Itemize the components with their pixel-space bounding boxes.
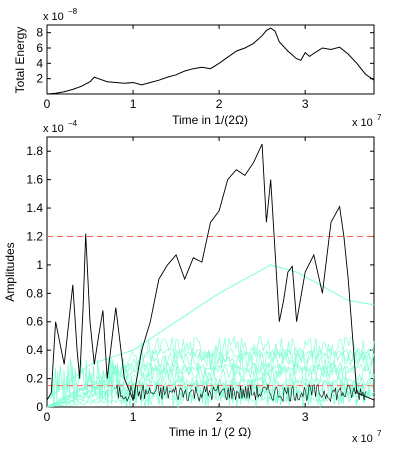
amplitudes-y-exponent-power: −4 xyxy=(68,119,78,128)
energy-x-exponent-base: x 10 xyxy=(352,117,373,129)
amplitudes-panel: 0 1 2 3 0 0.2 0.4 0.6 0.8 1 1.2 1.4 1.6 1.8 Amplitude… xyxy=(3,119,382,445)
background-spikes xyxy=(50,357,371,408)
cyan-series-line xyxy=(46,264,375,401)
amplitudes-y-exponent-base: x 10 xyxy=(43,123,64,135)
energy-x-tick-label: 0 xyxy=(44,97,51,111)
energy-series-line xyxy=(46,27,375,95)
energy-y-axis-label: Total Energy xyxy=(13,27,27,94)
energy-x-exponent-power: 7 xyxy=(377,113,382,122)
black-series-line xyxy=(46,143,375,402)
energy-y-exponent-base: x 10 xyxy=(43,11,64,23)
amplitudes-series xyxy=(46,143,375,403)
amplitudes-y-tick-label: 1 xyxy=(36,258,43,272)
background-curve xyxy=(46,391,375,408)
amplitudes-y-tick-label: 1.2 xyxy=(26,229,43,243)
amplitudes-background-curves xyxy=(46,334,375,408)
background-curve xyxy=(46,378,375,408)
amplitudes-x-axis-label: Time in 1/ (2 Ω) xyxy=(169,425,252,439)
amplitudes-x-tick-label: 3 xyxy=(302,410,309,424)
amplitudes-ticks: 0 1 2 3 0 0.2 0.4 0.6 0.8 1 1.2 1.4 1.6 1.8 xyxy=(26,137,374,424)
background-curve xyxy=(46,346,375,408)
amplitudes-y-tick-label: 0 xyxy=(36,400,43,414)
energy-x-tick-label: 1 xyxy=(130,97,137,111)
amplitudes-x-tick-label: 0 xyxy=(44,410,51,424)
amplitudes-y-axis-label: Amplitudes xyxy=(3,242,17,301)
amplitudes-plot-frame xyxy=(46,136,375,408)
amplitudes-y-tick-label: 0.8 xyxy=(26,286,43,300)
energy-x-axis-label: Time in 1/(2Ω) xyxy=(172,113,248,127)
amplitudes-y-tick-label: 1.8 xyxy=(26,144,43,158)
amplitudes-x-exponent-power: 7 xyxy=(377,429,382,438)
energy-y-tick-label: 4 xyxy=(36,56,43,70)
amplitudes-x-exponent-base: x 10 xyxy=(352,433,373,445)
energy-panel: 0 1 2 3 2 468 Total Energy Time in 1/(2Ω) x 1… xyxy=(13,7,382,129)
energy-y-exponent-power: −8 xyxy=(68,7,78,16)
energy-y-tick-label: 6 xyxy=(36,41,43,55)
amplitudes-x-tick-label: 1 xyxy=(130,410,137,424)
energy-ticks: 0 1 2 3 2 468 xyxy=(36,25,374,111)
energy-y-tick-label: 8 xyxy=(36,26,43,40)
black-noise-line xyxy=(115,384,366,403)
amplitudes-x-tick-label: 2 xyxy=(216,410,223,424)
amplitudes-y-tick-label: 1.4 xyxy=(26,201,43,215)
amplitudes-threshold-lines xyxy=(47,235,374,387)
energy-plot-frame xyxy=(46,24,375,95)
amplitudes-y-tick-label: 0.4 xyxy=(26,343,43,357)
energy-x-tick-label: 2 xyxy=(216,97,223,111)
amplitudes-y-tick-label: 0.6 xyxy=(26,315,43,329)
amplitudes-y-tick-label: 0.2 xyxy=(26,372,43,386)
energy-y-tick-label: 2 xyxy=(36,72,43,86)
energy-x-tick-label: 3 xyxy=(302,97,309,111)
amplitudes-y-tick-label: 1.6 xyxy=(26,173,43,187)
